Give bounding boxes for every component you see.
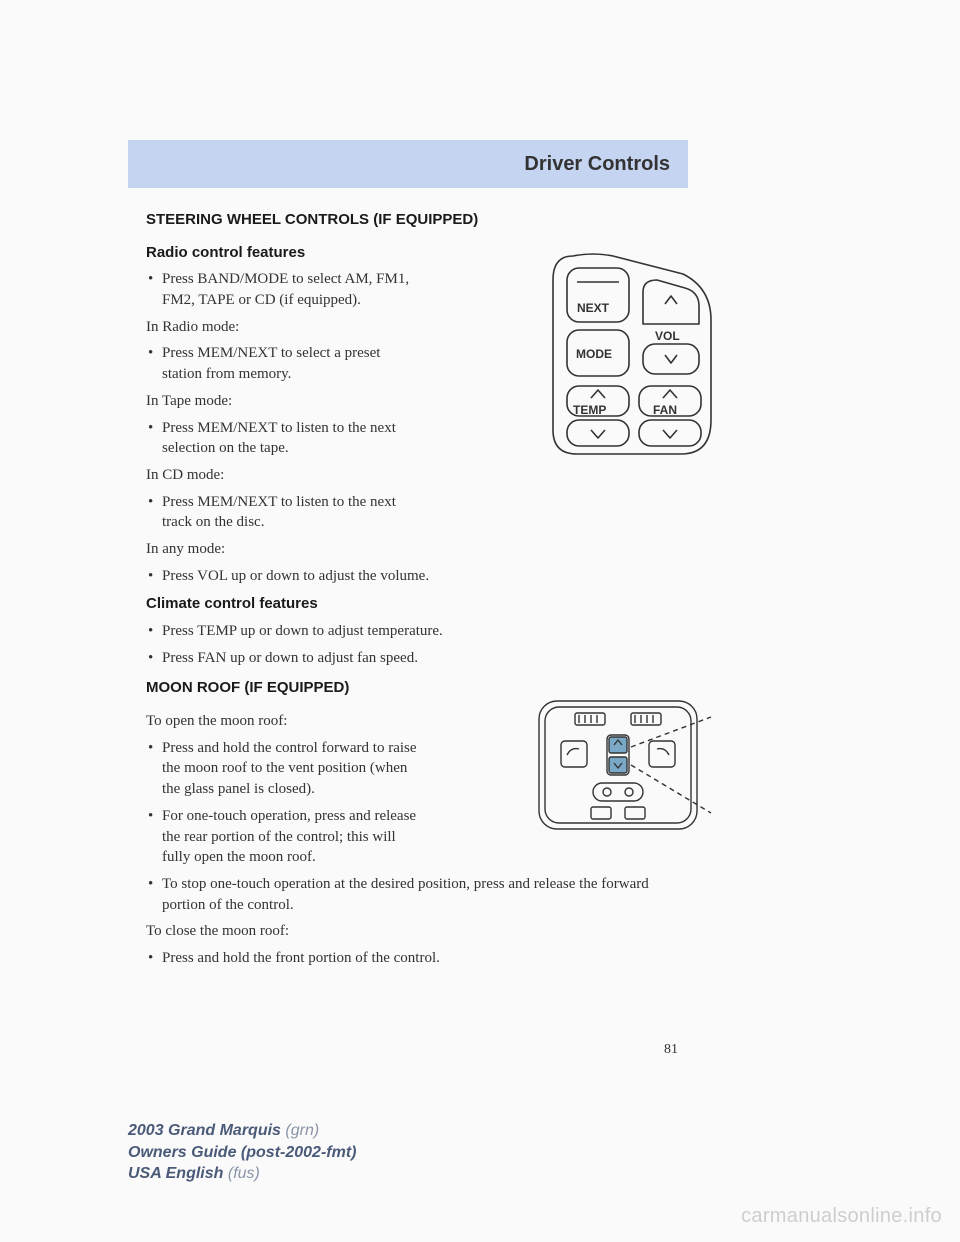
footer-code: (grn) xyxy=(285,1122,319,1139)
para: In Tape mode: xyxy=(146,391,421,412)
svg-text:TEMP: TEMP xyxy=(573,403,606,417)
bullet: Press and hold the control forward to ra… xyxy=(146,738,421,800)
para: In Radio mode: xyxy=(146,317,421,338)
bullet: Press BAND/MODE to select AM, FM1, FM2, … xyxy=(146,269,421,310)
footer: 2003 Grand Marquis (grn) Owners Guide (p… xyxy=(128,1120,356,1185)
bullet: Press and hold the front portion of the … xyxy=(146,948,678,969)
page-number: 81 xyxy=(664,1040,678,1059)
bullet: Press TEMP up or down to adjust temperat… xyxy=(146,621,678,642)
bullet: Press VOL up or down to adjust the volum… xyxy=(146,566,678,587)
svg-text:VOL: VOL xyxy=(655,329,680,343)
footer-guide: Owners Guide (post-2002-fmt) xyxy=(128,1144,356,1161)
footer-lang: USA English xyxy=(128,1165,228,1182)
para: In any mode: xyxy=(146,539,678,560)
bullet: Press MEM/NEXT to listen to the next tra… xyxy=(146,492,421,533)
section-title: Driver Controls xyxy=(524,153,670,176)
svg-text:MODE: MODE xyxy=(576,347,612,361)
svg-text:FAN: FAN xyxy=(653,403,677,417)
bullet: To stop one-touch operation at the desir… xyxy=(146,874,678,915)
bullet: Press FAN up or down to adjust fan speed… xyxy=(146,648,678,669)
bullet: For one-touch operation, press and relea… xyxy=(146,806,421,868)
figure-steering-controls: NEXT MODE VOL TEMP FAN xyxy=(543,250,723,460)
footer-lcode: (fus) xyxy=(228,1165,260,1182)
bullet: Press MEM/NEXT to select a preset statio… xyxy=(146,343,421,384)
svg-text:NEXT: NEXT xyxy=(577,301,610,315)
para: In CD mode: xyxy=(146,465,421,486)
footer-model: 2003 Grand Marquis xyxy=(128,1122,285,1139)
heading-steering: STEERING WHEEL CONTROLS (IF EQUIPPED) xyxy=(146,210,678,231)
page-content: STEERING WHEEL CONTROLS (IF EQUIPPED) Ra… xyxy=(128,210,688,969)
bullet: Press MEM/NEXT to listen to the next sel… xyxy=(146,418,421,459)
figure-moonroof-console xyxy=(533,695,718,843)
heading-climate: Climate control features xyxy=(146,594,678,615)
section-header-bar: Driver Controls xyxy=(128,140,688,188)
watermark: carmanualsonline.info xyxy=(741,1205,942,1228)
para: To close the moon roof: xyxy=(146,921,678,942)
